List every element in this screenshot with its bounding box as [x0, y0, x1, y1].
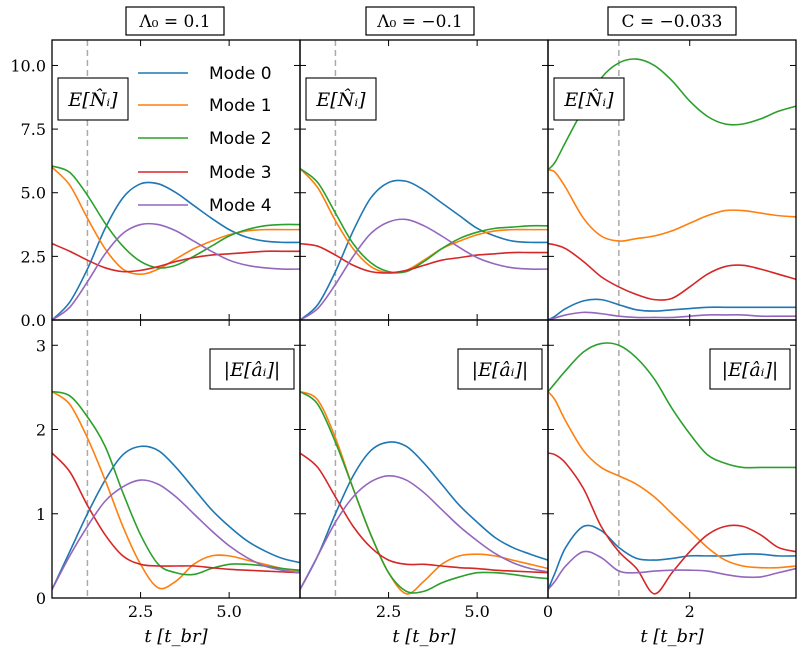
series-line-mode-4: [52, 479, 300, 590]
series-line-mode-3: [300, 452, 548, 574]
panel-annotation-text: E[N̂ᵢ]: [315, 89, 366, 111]
panel-r0-c0: 0.0 2.5 5.0 7.5 10.0 E[N̂ᵢ]: [10, 39, 301, 330]
x-tick-label: 5.0: [216, 602, 241, 621]
series-line-mode-4: [548, 550, 796, 591]
series-line-mode-3: [548, 242, 796, 301]
series-group: [300, 390, 548, 595]
series-line-mode-1: [52, 166, 300, 275]
panel-annotation-text: E[N̂ᵢ]: [563, 89, 614, 111]
y-tick-label: 7.5: [21, 120, 46, 139]
legend-label-0: Mode 0: [209, 64, 272, 84]
panel-frame: [547, 319, 797, 599]
column-title-0-text: Λ₀ = 0.1: [138, 12, 210, 32]
panel-annotation: E[N̂ᵢ]: [305, 77, 377, 121]
series-line-mode-0: [548, 298, 796, 320]
column-title-1: Λ₀ = −0.1: [365, 6, 475, 36]
panel-r1-c1: 2.5 5.0 t [t_br] |E[âᵢ]|: [299, 319, 549, 647]
panel-r0-c2: E[N̂ᵢ]: [547, 39, 797, 321]
legend-label-3: Mode 3: [209, 163, 272, 183]
panel-annotation: E[N̂ᵢ]: [553, 77, 625, 121]
legend-label-4: Mode 4: [209, 196, 272, 216]
legend-label-1: Mode 1: [209, 96, 272, 116]
series-line-mode-3: [52, 452, 300, 574]
legend: Mode 0 Mode 1 Mode 2 Mode 3 Mode 4: [138, 64, 272, 216]
y-tick-label: 0: [36, 589, 46, 608]
series-line-mode-4: [548, 311, 796, 320]
legend-entry-2: Mode 2: [138, 129, 272, 149]
series-line-mode-0: [300, 441, 548, 590]
x-tick-label: 2.5: [128, 602, 153, 621]
series-line-mode-4: [300, 475, 548, 590]
panel-annotation: |E[âᵢ]|: [457, 348, 543, 390]
series-line-mode-3: [548, 452, 796, 595]
series-line-mode-2: [52, 165, 300, 269]
legend-label-2: Mode 2: [209, 129, 272, 149]
series-line-mode-3: [300, 242, 548, 274]
series-line-mode-1: [548, 391, 796, 569]
x-axis-label: t [t_br]: [144, 626, 208, 647]
series-line-mode-3: [52, 242, 300, 273]
panel-annotation: |E[âᵢ]|: [709, 348, 791, 390]
y-tick-label: 5.0: [21, 184, 46, 203]
series-group: [52, 390, 300, 590]
series-line-mode-2: [300, 390, 548, 594]
column-title-2: C = −0.033: [607, 6, 737, 36]
column-title-2-text: C = −0.033: [622, 12, 723, 32]
panel-annotation-text: |E[âᵢ]|: [722, 359, 779, 381]
panel-r1-c2: 0 2 t [t_br] |E[âᵢ]|: [543, 319, 797, 647]
column-title-0: Λ₀ = 0.1: [125, 6, 225, 36]
y-tick-label: 2.5: [21, 247, 46, 266]
panels: 0.0 2.5 5.0 7.5 10.0 E[N̂ᵢ] E[N̂ᵢ] E[N̂ᵢ] 0 1 2 3 2.…: [10, 39, 797, 647]
panel-annotation: |E[âᵢ]|: [209, 348, 295, 390]
x-axis-label: t [t_br]: [640, 626, 704, 647]
panel-annotation-text: |E[âᵢ]|: [472, 359, 529, 381]
x-tick-label: 2.5: [376, 602, 401, 621]
panel-annotation: E[N̂ᵢ]: [57, 77, 129, 121]
column-title-1-text: Λ₀ = −0.1: [376, 12, 462, 32]
legend-entry-4: Mode 4: [138, 196, 272, 216]
panel-r1-c0: 0 1 2 3 2.5 5.0 t [t_br] |E[âᵢ]|: [36, 319, 301, 647]
x-tick-label: 0: [543, 602, 553, 621]
legend-entry-3: Mode 3: [138, 163, 272, 183]
series-line-mode-4: [52, 222, 300, 320]
y-tick-label: 1: [36, 505, 46, 524]
series-line-mode-4: [300, 218, 548, 320]
series-group: [52, 165, 300, 320]
legend-entry-1: Mode 1: [138, 96, 272, 116]
series-line-mode-2: [548, 58, 796, 171]
series-line-mode-1: [548, 169, 796, 242]
legend-entry-0: Mode 0: [138, 64, 272, 84]
series-line-mode-1: [300, 167, 548, 274]
series-line-mode-0: [548, 524, 796, 590]
x-tick-label: 2: [685, 602, 695, 621]
series-line-mode-2: [548, 342, 796, 469]
y-tick-label: 2: [36, 421, 46, 440]
series-line-mode-0: [52, 181, 300, 320]
y-tick-label: 3: [36, 336, 46, 355]
series-group: [548, 342, 796, 595]
series-group: [300, 167, 548, 320]
series-line-mode-0: [52, 445, 300, 590]
panel-r0-c1: E[N̂ᵢ]: [299, 39, 549, 321]
x-axis-label: t [t_br]: [392, 626, 456, 647]
series-line-mode-2: [52, 390, 300, 576]
panel-annotation-text: |E[âᵢ]|: [224, 359, 281, 381]
series-line-mode-1: [52, 390, 300, 590]
y-tick-label: 0.0: [21, 311, 46, 330]
series-line-mode-0: [300, 179, 548, 320]
series-group: [548, 58, 796, 320]
column-titles: Λ₀ = 0.1 Λ₀ = −0.1 C = −0.033: [125, 6, 737, 36]
series-line-mode-2: [300, 167, 548, 274]
x-tick-label: 5.0: [464, 602, 489, 621]
y-tick-label: 10.0: [10, 56, 46, 75]
series-line-mode-1: [300, 390, 548, 595]
panel-annotation-text: E[N̂ᵢ]: [67, 89, 118, 111]
